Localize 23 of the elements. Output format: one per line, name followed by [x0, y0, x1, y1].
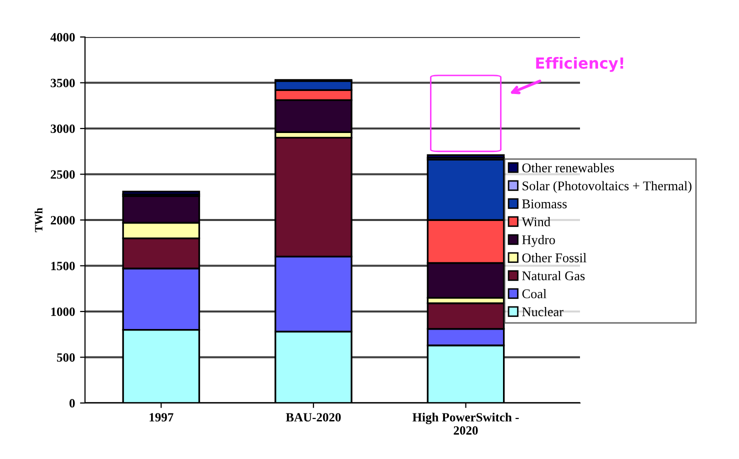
y-tick-label: 3500 — [50, 78, 75, 88]
y-tick-label: 1500 — [51, 262, 75, 270]
legend-label: Natural Gas — [522, 271, 585, 280]
annotation: Efficiency! — [536, 56, 624, 72]
legend-label: Other renewables — [522, 163, 614, 172]
y-tick-label: 500 — [57, 353, 75, 362]
x-tick-label: 1997 — [150, 413, 174, 422]
legend-label: Nuclear — [522, 306, 564, 316]
x-tick-label: BAU-2020 — [286, 413, 341, 422]
y-tick-label: 4000 — [50, 33, 75, 42]
legend-label: Solar (Photovoltaics + Thermal) — [522, 181, 692, 194]
x-tick-label: High PowerSwitch - 2020 — [412, 412, 519, 435]
y-tick-label: 1000 — [51, 308, 75, 316]
legend-label: Coal — [522, 289, 546, 298]
y-tick-label: 2500 — [50, 170, 75, 179]
y-tick-label: 0 — [70, 399, 75, 408]
legend-label: Other Fossil — [522, 253, 586, 262]
legend-label: Hydro — [522, 235, 555, 248]
y-axis-title: TWh — [34, 208, 43, 232]
legend-label: Wind — [522, 217, 550, 226]
legend-label: Biomass — [522, 199, 567, 208]
y-tick-label: 2000 — [50, 216, 75, 224]
y-tick-label: 3000 — [50, 124, 75, 133]
